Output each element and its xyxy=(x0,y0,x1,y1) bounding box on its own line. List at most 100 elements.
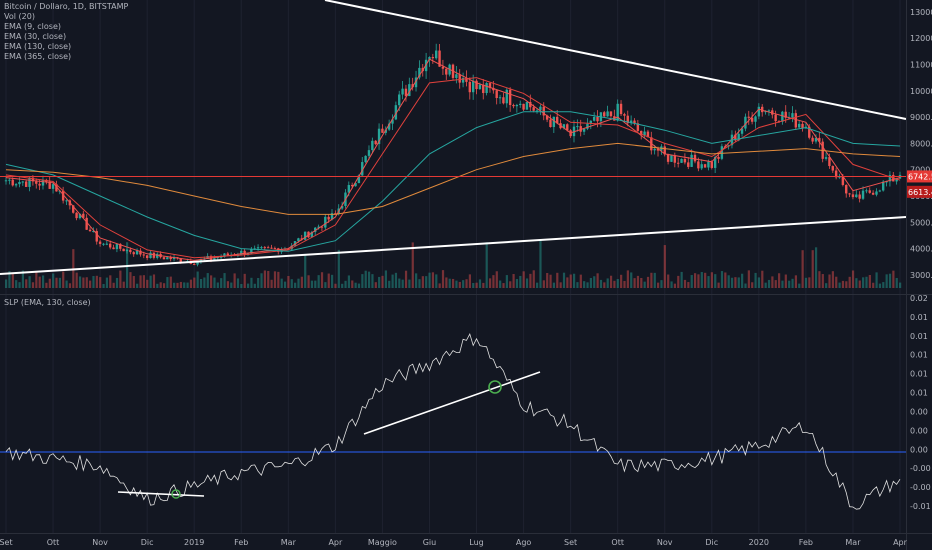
slp-tick-label: 0.01 xyxy=(910,332,928,341)
candle-body xyxy=(65,200,68,202)
volume-bar xyxy=(892,270,895,288)
volume-bar xyxy=(539,240,542,288)
slp-scale[interactable]: 0.02 0.01 0.01 0.01 0.01 0.01 0.00 0.00 0.00 -0.0… xyxy=(910,294,931,511)
volume-bar xyxy=(697,274,700,288)
volume-bar xyxy=(394,272,398,288)
candle-body xyxy=(603,112,606,117)
time-tick-label: Feb xyxy=(799,538,813,547)
volume-bar xyxy=(848,276,851,288)
candle-body xyxy=(82,213,85,218)
volume-bar xyxy=(794,275,798,288)
volume-bar xyxy=(384,270,387,288)
volume-bar xyxy=(865,276,868,288)
volume-bar xyxy=(401,279,404,288)
volume-bar xyxy=(683,279,687,288)
volume-bar xyxy=(636,275,640,288)
candle-body xyxy=(707,161,710,168)
volume-bar xyxy=(589,277,592,288)
volume-bar xyxy=(364,270,367,288)
candle-body xyxy=(334,213,337,215)
volume-bar xyxy=(576,282,579,288)
candle-body xyxy=(223,253,226,257)
candle-body xyxy=(740,128,744,134)
volume-bar xyxy=(519,275,522,288)
vol-legend[interactable]: Vol (20) xyxy=(4,12,35,21)
volume-bar xyxy=(653,272,656,288)
volume-bar xyxy=(85,277,88,288)
candle-body xyxy=(293,241,297,246)
volume-bar xyxy=(391,274,394,288)
candle-body xyxy=(636,123,640,131)
volume-bar xyxy=(189,279,193,288)
volume-bar xyxy=(788,280,791,288)
candle-body xyxy=(374,140,377,145)
ema130-legend[interactable]: EMA (130, close) xyxy=(4,42,72,51)
ema9-legend[interactable]: EMA (9, close) xyxy=(4,22,61,31)
volume-bar xyxy=(267,270,270,288)
candle-body xyxy=(888,174,892,182)
candle-body xyxy=(861,190,865,199)
candle-body xyxy=(179,258,182,263)
volume-bar xyxy=(122,281,125,288)
trendline-drawings[interactable] xyxy=(0,0,907,275)
candle-body xyxy=(4,180,8,182)
candle-body xyxy=(687,162,690,167)
volume-bar xyxy=(458,281,461,288)
candle-body xyxy=(367,150,371,156)
candle-body xyxy=(112,247,115,250)
candle-body xyxy=(404,88,408,97)
candle-body xyxy=(519,103,522,106)
volume-bar xyxy=(730,277,734,288)
candle-body xyxy=(418,67,421,78)
volume-bar xyxy=(488,278,492,288)
candle-body xyxy=(139,250,142,255)
ema30-legend[interactable]: EMA (30, close) xyxy=(4,32,67,41)
volume-bar xyxy=(888,273,892,288)
symbol-title[interactable]: Bitcoin / Dollaro, 1D, BITSTAMP xyxy=(4,2,129,11)
volume-bar xyxy=(643,281,646,288)
time-tick-label: 2019 xyxy=(184,538,204,547)
volume-bar xyxy=(818,271,821,288)
volume-bar xyxy=(700,272,703,288)
candle-body xyxy=(774,114,777,122)
candle-body xyxy=(532,107,535,111)
volume-bar xyxy=(75,272,78,288)
volume-bar xyxy=(814,247,818,288)
candle-body xyxy=(330,213,334,220)
candle-body xyxy=(757,106,761,117)
candle-body xyxy=(525,101,529,110)
time-tick-label: Set xyxy=(0,538,13,547)
candle-body xyxy=(720,146,724,159)
candle-body xyxy=(666,154,670,162)
candle-body xyxy=(92,231,95,233)
candle-body xyxy=(465,78,468,82)
volume-bar xyxy=(757,277,761,288)
volume-bar xyxy=(152,274,156,288)
volume-bar xyxy=(294,282,297,288)
volume-bar xyxy=(226,281,230,288)
candle-body xyxy=(458,74,461,83)
volume-bar xyxy=(878,283,882,288)
candle-body xyxy=(172,257,176,260)
price-tick-label: 13000.00 xyxy=(910,8,932,17)
candle-body xyxy=(18,181,21,185)
slp-title[interactable]: SLP (EMA, 130, close) xyxy=(4,298,91,307)
volume-bar xyxy=(475,282,478,288)
volume-bar xyxy=(583,281,586,288)
candle-body xyxy=(152,252,156,258)
volume-bar xyxy=(882,282,885,288)
time-scale[interactable]: Set Ott Nov Dic 2019 Feb Mar Apr Maggio Giu Lug Ago… xyxy=(0,538,908,547)
candle-body xyxy=(683,158,687,163)
volume-bar xyxy=(367,271,371,288)
candle-body xyxy=(596,116,599,122)
volume-bar xyxy=(203,277,206,288)
volume-bar xyxy=(287,275,290,288)
candle-body xyxy=(670,155,673,162)
volume-bar xyxy=(35,272,38,288)
volume-bar xyxy=(707,276,710,288)
volume-bar xyxy=(112,282,115,288)
ema365-legend[interactable]: EMA (365, close) xyxy=(4,52,72,61)
volume-bar xyxy=(851,270,855,288)
candle-body xyxy=(552,116,556,128)
